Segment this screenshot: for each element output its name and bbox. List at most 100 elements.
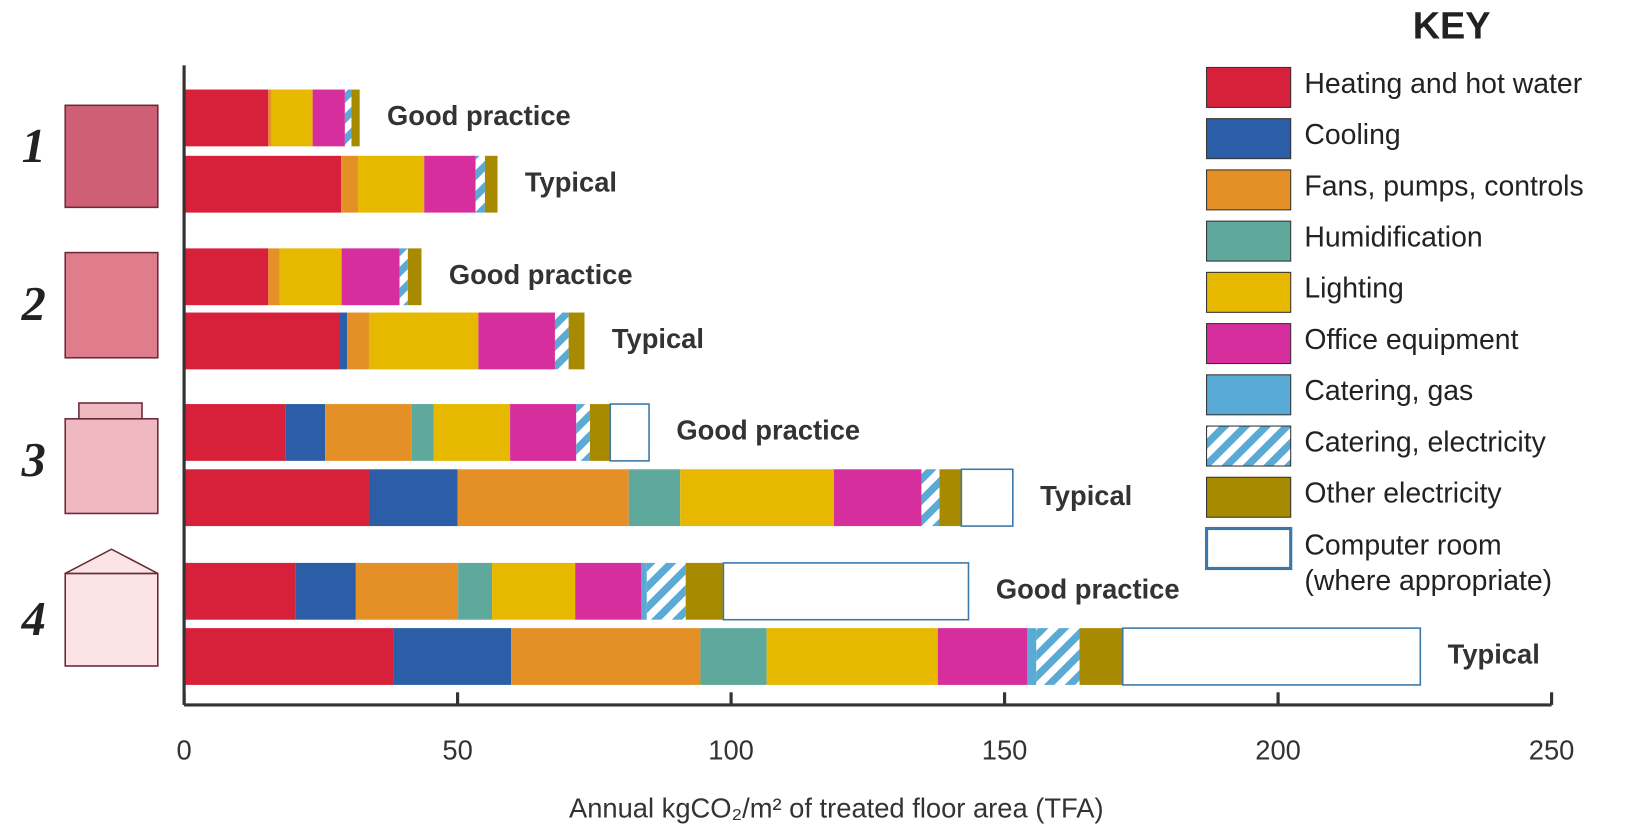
bar-segment (434, 404, 511, 461)
bar-label: Good practice (449, 259, 633, 290)
x-tick-label: 50 (442, 734, 472, 765)
legend-swatch (1207, 324, 1291, 364)
bar-label: Typical (1448, 639, 1540, 670)
bar-segment (280, 248, 342, 305)
bar-segment (347, 313, 369, 370)
bar-segment (412, 404, 434, 461)
legend-swatch (1207, 529, 1291, 569)
bar-segment (1027, 628, 1036, 685)
legend-swatch (1207, 67, 1291, 107)
bar-segment (458, 563, 492, 620)
bar-segment (268, 90, 271, 147)
group-label: 3 (21, 434, 46, 487)
bar-segment (700, 628, 766, 685)
bar-segment (686, 563, 724, 620)
bar-label: Typical (612, 323, 704, 354)
bar-segment (184, 628, 394, 685)
bar-segment (408, 248, 422, 305)
bar-label: Good practice (676, 415, 860, 446)
bar-segment (938, 628, 1027, 685)
bar-segment (424, 156, 475, 213)
bar-segment (184, 404, 285, 461)
bar-segment (478, 313, 555, 370)
bar-segment (285, 404, 325, 461)
bar-label: Good practice (996, 574, 1180, 605)
bar-label: Typical (525, 166, 617, 197)
bar-segment (458, 469, 629, 526)
bar-segment (342, 248, 400, 305)
bar-label: Typical (1040, 480, 1132, 511)
bar-segment (184, 469, 369, 526)
bar-segment (369, 313, 478, 370)
bar-segment (961, 469, 1012, 526)
bar-segment (921, 469, 939, 526)
bar-segment (511, 628, 700, 685)
page: KEY Annual kgCO₂/m² of treated floor are… (0, 0, 1641, 826)
legend-label: Humidification (1304, 222, 1482, 254)
bar-segment (184, 313, 340, 370)
x-axis-label: Annual kgCO₂/m² of treated floor area (T… (569, 792, 1104, 823)
bar-segment (1036, 628, 1079, 685)
bar-segment (834, 469, 922, 526)
x-tick-label: 250 (1529, 734, 1575, 765)
bar-segment (400, 248, 408, 305)
bar-segment (476, 156, 485, 213)
bar-segment (485, 156, 498, 213)
bar-segment (939, 469, 961, 526)
legend-label: Office equipment (1304, 324, 1518, 356)
bar-segment (767, 628, 938, 685)
bar-segment (184, 563, 296, 620)
bar-segment (356, 563, 458, 620)
legend-swatch (1207, 221, 1291, 261)
legend-label: Computer room (where appropriate) (1304, 529, 1552, 597)
building-icons (65, 105, 158, 666)
bar-segment (369, 469, 458, 526)
bar-segment (296, 563, 356, 620)
legend-label: Catering, electricity (1304, 426, 1546, 458)
bar-segment (394, 628, 512, 685)
bar-segment (576, 404, 590, 461)
bar-segment (272, 90, 313, 147)
bar-segment (629, 469, 680, 526)
bar-segment (340, 313, 347, 370)
bar-segment (555, 313, 569, 370)
bar-segment (184, 90, 268, 147)
legend-swatch (1207, 272, 1291, 312)
bar-segment (1123, 628, 1421, 685)
x-tick-label: 150 (982, 734, 1028, 765)
group-label: 1 (22, 120, 46, 173)
bar-label: Good practice (387, 100, 571, 131)
bar-segment (647, 563, 686, 620)
bar-segment (723, 563, 968, 620)
legend-title: KEY (1413, 6, 1491, 48)
x-tick-label: 0 (176, 734, 191, 765)
x-tick-label: 200 (1255, 734, 1301, 765)
bar-segment (268, 248, 279, 305)
legend-label: Heating and hot water (1304, 68, 1582, 100)
bar-segment (184, 156, 341, 213)
bar-segment (1080, 628, 1123, 685)
bar-segment (680, 469, 834, 526)
legend-swatch (1207, 119, 1291, 159)
bar-segment (510, 404, 576, 461)
legend-swatch (1207, 426, 1291, 466)
chart: KEY Annual kgCO₂/m² of treated floor are… (0, 0, 1641, 826)
group-label: 4 (21, 593, 46, 646)
bar-segment (492, 563, 575, 620)
bar-segment (345, 90, 352, 147)
bar-segment (341, 156, 358, 213)
legend-label: Catering, gas (1304, 375, 1473, 407)
legend-label: Other electricity (1304, 478, 1502, 510)
bar-segment (351, 90, 359, 147)
legend-label: Cooling (1304, 119, 1400, 151)
bar-segment (575, 563, 641, 620)
bar-segment (590, 404, 610, 461)
legend-swatch (1207, 477, 1291, 517)
legend-label: Lighting (1304, 273, 1403, 305)
bar-segment (325, 404, 411, 461)
bar-segment (641, 563, 646, 620)
legend-swatch (1207, 375, 1291, 415)
bar-segment (184, 248, 268, 305)
bar-segment (610, 404, 649, 461)
bar-segment (569, 313, 585, 370)
